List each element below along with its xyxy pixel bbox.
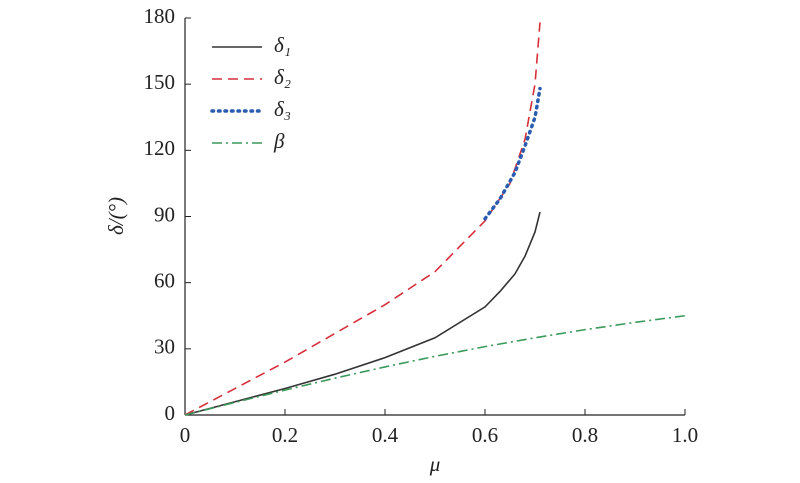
y-tick-label: 90 (154, 202, 175, 226)
legend-label: δ₃ (274, 97, 291, 121)
legend-label: δ₂ (274, 65, 291, 89)
y-tick-label: 30 (154, 335, 175, 359)
x-axis-label: μ (429, 452, 441, 476)
x-tick-label: 0 (180, 423, 191, 447)
x-tick-label: 0.6 (472, 423, 498, 447)
y-tick-label: 60 (154, 268, 175, 292)
y-tick-label: 150 (144, 70, 176, 94)
x-tick-label: 0.4 (372, 423, 399, 447)
legend-label: β (273, 129, 285, 153)
x-tick-label: 0.2 (272, 423, 298, 447)
x-tick-label: 1.0 (672, 423, 698, 447)
y-axis-label: δ/(°) (104, 197, 128, 235)
series-line (184, 314, 686, 416)
series-line (483, 86, 542, 221)
y-tick-label: 180 (144, 4, 176, 28)
y-tick-label: 0 (165, 401, 176, 425)
series-line (184, 211, 541, 416)
x-tick-label: 0.8 (572, 423, 598, 447)
series-line (184, 22, 541, 416)
y-tick-label: 120 (144, 136, 176, 160)
legend-label: δ₁ (274, 33, 291, 57)
